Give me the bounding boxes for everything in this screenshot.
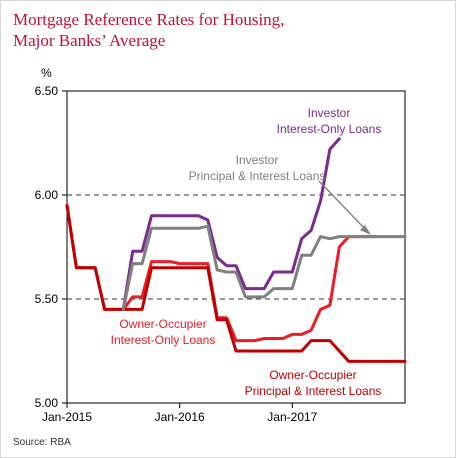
series-label: Owner-Occupier: [269, 368, 356, 382]
source-note: Source: RBA: [13, 437, 71, 448]
series-line: [121, 224, 407, 311]
y-tick-label: 5.00: [35, 396, 59, 410]
chart-title-line-1: Mortgage Reference Rates for Housing,: [13, 10, 285, 29]
y-axis-label: %: [41, 66, 52, 80]
series-line: [65, 203, 407, 363]
series-label: Principal & Interest Loans: [245, 384, 382, 398]
chart-title-line-2: Major Banks’ Average: [13, 31, 166, 50]
series-label: Investor: [236, 153, 279, 167]
annotation-arrow-line: [318, 180, 368, 232]
y-tick-label: 6.00: [35, 188, 59, 202]
series-label: Interest-Only Loans: [277, 122, 382, 136]
series-label: Interest-Only Loans: [111, 333, 216, 347]
x-tick-label: Jan-2017: [267, 410, 317, 424]
series-line: [121, 137, 341, 311]
plot-frame: [66, 90, 406, 404]
series-label: Owner-Occupier: [119, 317, 206, 331]
series-label: Investor: [308, 106, 351, 120]
y-tick-label: 5.50: [35, 292, 59, 306]
y-tick-label: 6.50: [35, 84, 59, 98]
x-tick-label: Jan-2016: [155, 410, 205, 424]
x-tick-label: Jan-2015: [42, 410, 92, 424]
chart-title: Mortgage Reference Rates for Housing, Ma…: [13, 9, 284, 51]
series-label: Principal & Interest Loans: [189, 169, 326, 183]
annotation-arrow-head: [360, 225, 371, 235]
